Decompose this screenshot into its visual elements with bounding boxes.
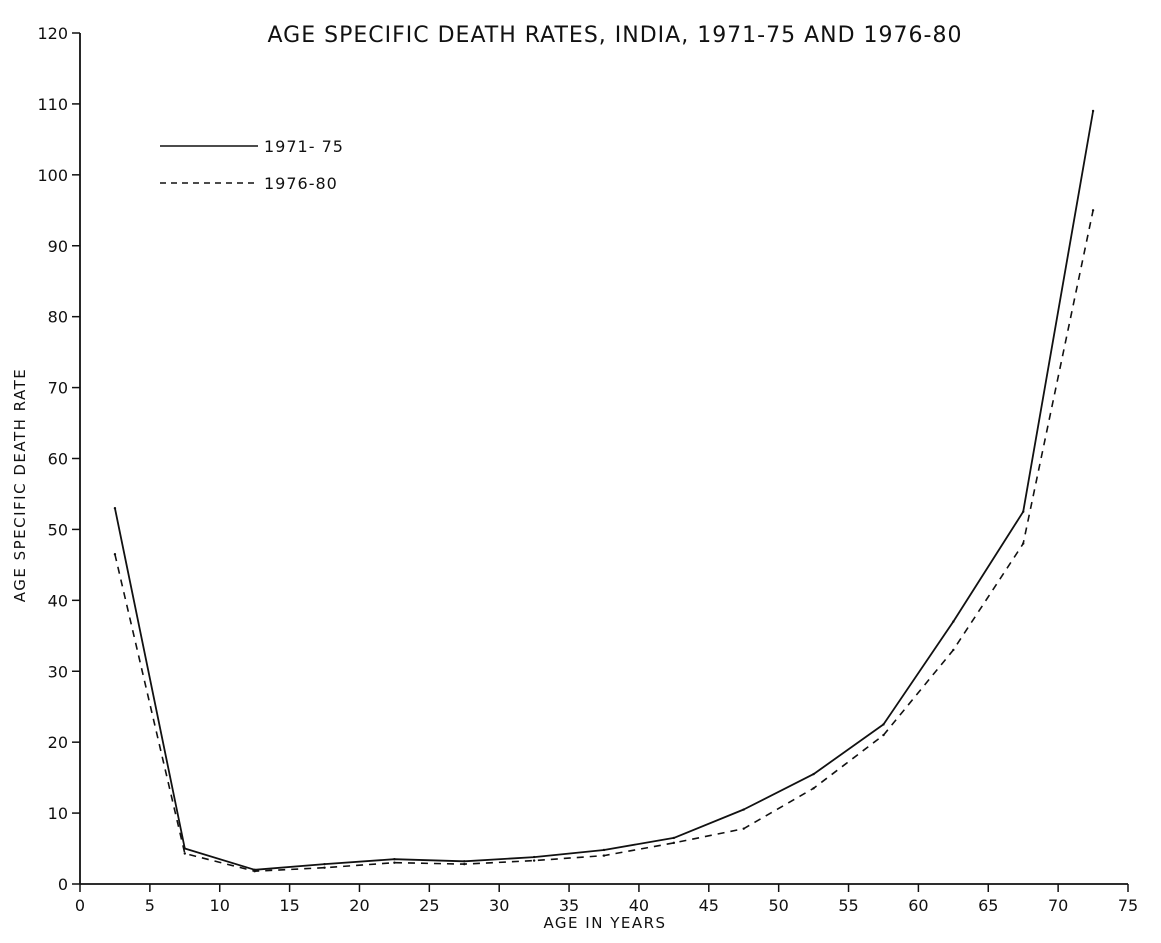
- tick-marks: 0 10 20 30 40 50 60 70 80 90 100 110 120 0 5 10 15 20 25 30…: [37, 24, 1138, 915]
- data-point: [882, 734, 884, 736]
- data-point: [812, 773, 814, 775]
- data-point: [184, 852, 186, 854]
- data-point: [1022, 542, 1024, 544]
- x-tick-label: 25: [419, 896, 439, 915]
- data-point: [1092, 110, 1094, 112]
- data-point: [743, 808, 745, 810]
- axes: [80, 33, 1128, 884]
- data-point: [1092, 209, 1094, 211]
- y-tick-label: 0: [58, 875, 68, 894]
- x-tick-label: 75: [1118, 896, 1138, 915]
- data-point: [393, 858, 395, 860]
- y-tick-label: 90: [48, 237, 68, 256]
- y-tick-label: 50: [48, 520, 68, 539]
- data-point: [463, 860, 465, 862]
- data-point: [533, 859, 535, 861]
- data-point: [463, 863, 465, 865]
- y-tick-label: 20: [48, 733, 68, 752]
- x-tick-label: 45: [699, 896, 719, 915]
- series-line-2: [115, 210, 1093, 871]
- x-tick-label: 20: [349, 896, 369, 915]
- chart-title: AGE SPECIFIC DEATH RATES, INDIA, 1971-75…: [268, 23, 963, 48]
- legend-label-2: 1976-80: [264, 174, 338, 193]
- data-point: [1022, 510, 1024, 512]
- data-point: [114, 507, 116, 509]
- x-tick-label: 0: [75, 896, 85, 915]
- series-lines: [114, 110, 1095, 873]
- legend: 1971- 75 1976-80: [160, 137, 344, 193]
- data-point: [882, 723, 884, 725]
- x-tick-label: 10: [210, 896, 230, 915]
- x-tick-label: 60: [908, 896, 928, 915]
- y-axis-label: AGE SPECIFIC DEATH RATE: [11, 368, 29, 603]
- data-point: [673, 837, 675, 839]
- y-tick-label: 30: [48, 662, 68, 681]
- data-point: [114, 553, 116, 555]
- x-tick-label: 15: [279, 896, 299, 915]
- y-tick-label: 100: [37, 166, 68, 185]
- y-tick-label: 110: [37, 95, 68, 114]
- x-tick-label: 40: [629, 896, 649, 915]
- data-point: [393, 862, 395, 864]
- x-tick-label: 70: [1048, 896, 1068, 915]
- data-point: [603, 854, 605, 856]
- data-point: [323, 866, 325, 868]
- x-tick-label: 55: [838, 896, 858, 915]
- x-tick-label: 30: [489, 896, 509, 915]
- data-point: [673, 842, 675, 844]
- y-tick-label: 60: [48, 450, 68, 469]
- y-tick-label: 120: [37, 24, 68, 43]
- x-tick-label: 65: [978, 896, 998, 915]
- data-point: [812, 787, 814, 789]
- data-point: [253, 870, 255, 872]
- legend-label-1: 1971- 75: [264, 137, 344, 156]
- y-tick-label: 10: [48, 804, 68, 823]
- x-axis-label: AGE IN YEARS: [543, 914, 666, 932]
- x-tick-label: 5: [145, 896, 155, 915]
- y-tick-label: 80: [48, 308, 68, 327]
- data-point: [743, 827, 745, 829]
- x-tick-label: 50: [768, 896, 788, 915]
- y-tick-label: 70: [48, 379, 68, 398]
- data-point: [603, 849, 605, 851]
- x-tick-label: 35: [559, 896, 579, 915]
- data-point: [323, 863, 325, 865]
- series-line-1: [115, 111, 1093, 870]
- data-point: [533, 856, 535, 858]
- data-point: [952, 620, 954, 622]
- data-point: [952, 649, 954, 651]
- y-tick-label: 40: [48, 591, 68, 610]
